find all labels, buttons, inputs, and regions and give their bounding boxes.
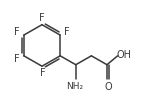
Text: F: F — [39, 13, 45, 23]
Text: O: O — [104, 82, 112, 93]
Text: F: F — [14, 54, 20, 64]
Text: NH₂: NH₂ — [66, 82, 83, 91]
Text: F: F — [14, 27, 20, 37]
Text: OH: OH — [116, 50, 131, 60]
Text: F: F — [64, 27, 70, 37]
Text: F: F — [40, 68, 46, 78]
